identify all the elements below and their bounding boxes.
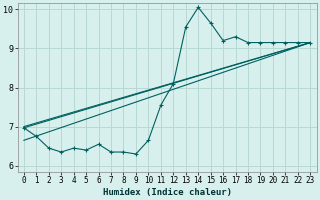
X-axis label: Humidex (Indice chaleur): Humidex (Indice chaleur) bbox=[103, 188, 232, 197]
